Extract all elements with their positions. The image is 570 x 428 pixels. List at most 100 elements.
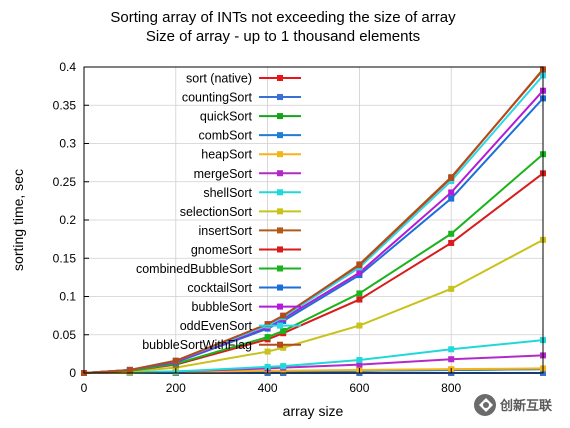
legend-item: selectionSort xyxy=(180,205,301,219)
legend-label: countingSort xyxy=(182,91,253,105)
legend-label: sort (native) xyxy=(186,72,252,86)
legend-label: combinedBubbleSort xyxy=(136,262,253,276)
data-point xyxy=(280,363,287,370)
axis-ticks: 0 0.05 0.1 0.15 0.2 0.25 0.3 0.35 0.4 0 200 400 600 8… xyxy=(53,60,462,395)
data-point xyxy=(264,321,271,328)
x-tick-label: 600 xyxy=(349,381,369,395)
watermark: 创新互联 xyxy=(474,394,552,416)
series-line xyxy=(83,69,544,374)
legend-label: combSort xyxy=(199,129,253,143)
series-selectionsort xyxy=(81,236,546,376)
series-line xyxy=(83,68,544,374)
legend-swatch-marker xyxy=(277,341,283,348)
legend-label: quickSort xyxy=(200,110,253,124)
y-tick-label: 0.05 xyxy=(53,328,77,342)
series-line xyxy=(83,90,544,374)
data-point xyxy=(264,348,271,355)
legend-swatch-marker xyxy=(277,113,283,120)
data-point xyxy=(356,262,363,269)
data-point xyxy=(448,230,455,237)
y-tick-label: 0.3 xyxy=(59,137,76,151)
series-bubblesortwithflag xyxy=(81,66,546,376)
data-point xyxy=(172,357,179,364)
legend-item: shellSort xyxy=(203,186,301,200)
y-tick-label: 0.35 xyxy=(53,98,77,112)
data-point xyxy=(356,322,363,329)
legend-item: heapSort xyxy=(201,148,301,162)
legend-item: insertSort xyxy=(199,224,301,238)
data-point xyxy=(172,364,179,371)
y-axis-label: sorting time, sec xyxy=(10,169,26,271)
legend-swatch-marker xyxy=(277,170,283,177)
series-line xyxy=(83,239,544,374)
data-point xyxy=(280,312,287,319)
data-point xyxy=(356,361,363,368)
brand-logo-icon xyxy=(474,394,496,416)
legend-item: bubbleSort xyxy=(192,300,301,314)
legend-item: bubbleSortWithFlag xyxy=(142,338,301,352)
data-point xyxy=(448,195,455,202)
legend-swatch-marker xyxy=(277,132,283,139)
legend-label: bubbleSortWithFlag xyxy=(142,338,252,352)
legend-item: mergeSort xyxy=(194,167,301,181)
y-tick-label: 0.1 xyxy=(59,290,76,304)
data-point xyxy=(264,363,271,370)
legend-swatch-marker xyxy=(277,151,283,158)
y-tick-label: 0.25 xyxy=(53,175,77,189)
series-line xyxy=(83,97,544,374)
data-point xyxy=(448,285,455,292)
series-line xyxy=(83,74,544,374)
legend-item: cocktailSort xyxy=(187,281,301,295)
legend-label: insertSort xyxy=(199,224,253,238)
series-bubblesort xyxy=(81,87,546,376)
data-point xyxy=(448,189,455,196)
legend-label: heapSort xyxy=(201,148,252,162)
x-tick-label: 200 xyxy=(166,381,186,395)
data-point xyxy=(448,239,455,246)
data-point xyxy=(356,356,363,363)
legend-label: bubbleSort xyxy=(192,300,253,314)
data-point xyxy=(264,334,271,341)
legend-item: countingSort xyxy=(182,91,301,105)
legend-swatch-marker xyxy=(277,265,283,272)
legend-swatch-marker xyxy=(277,284,283,291)
data-point xyxy=(448,356,455,363)
legend-swatch-marker xyxy=(277,246,283,253)
series-lines xyxy=(81,66,546,376)
legend-item: combSort xyxy=(199,129,301,143)
legend-swatch-marker xyxy=(277,227,283,234)
x-tick-label: 400 xyxy=(258,381,278,395)
x-axis-label: array size xyxy=(283,403,344,419)
y-tick-label: 0.2 xyxy=(59,213,76,227)
y-tick-label: 0 xyxy=(69,366,76,380)
data-point xyxy=(356,269,363,276)
legend-swatch-marker xyxy=(277,303,283,310)
legend-item: oddEvenSort xyxy=(180,319,301,333)
x-tick-label: 800 xyxy=(441,381,461,395)
data-point xyxy=(280,327,287,334)
data-point xyxy=(356,296,363,303)
chart-title-line-1: Sorting array of INTs not exceeding the … xyxy=(110,9,456,26)
grid xyxy=(83,66,543,374)
legend: sort (native) countingSort quickSort combSo… xyxy=(136,72,301,352)
legend-label: oddEvenSort xyxy=(180,319,253,333)
series-insertsort xyxy=(81,67,546,376)
legend-item: gnomeSort xyxy=(191,243,301,257)
data-point xyxy=(448,177,455,184)
y-tick-label: 0.15 xyxy=(53,251,77,265)
legend-label: cocktailSort xyxy=(187,281,252,295)
legend-label: shellSort xyxy=(203,186,252,200)
legend-swatch-marker xyxy=(277,94,283,101)
y-tick-label: 0.4 xyxy=(59,60,76,74)
x-tick-label: 0 xyxy=(81,381,88,395)
data-point xyxy=(126,366,133,373)
legend-swatch-marker xyxy=(277,75,283,81)
legend-item: sort (native) xyxy=(186,72,301,86)
watermark-text: 创新互联 xyxy=(499,398,552,414)
series-line xyxy=(83,339,544,374)
series-cocktailsort xyxy=(81,95,546,376)
legend-swatch-marker xyxy=(277,189,283,196)
legend-item: quickSort xyxy=(200,110,301,124)
legend-swatch-marker xyxy=(277,208,283,215)
